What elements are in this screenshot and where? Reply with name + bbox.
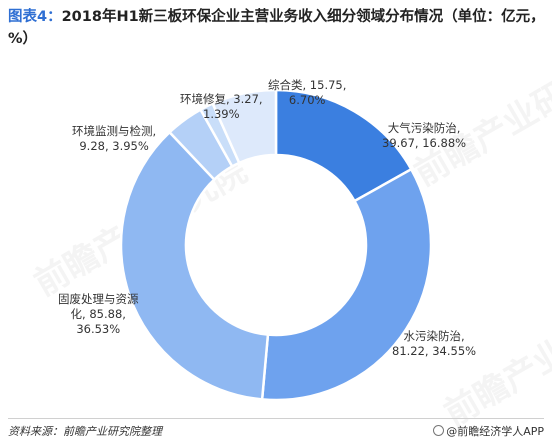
label-env-monitoring-line2: 9.28, 3.95% xyxy=(79,139,149,153)
footer-divider xyxy=(8,418,544,419)
chart-title-prefix: 图表4： xyxy=(8,9,62,25)
label-air-pollution: 大气污染防治, 39.67, 16.88% xyxy=(382,121,466,151)
label-comprehensive-line2: 6.70% xyxy=(288,93,326,107)
donut-chart xyxy=(119,88,433,402)
label-env-monitoring: 环境监测与检测, 9.28, 3.95% xyxy=(72,124,156,154)
label-water-pollution-line2: 81.22, 34.55% xyxy=(392,344,477,358)
slice-1 xyxy=(260,167,433,402)
label-env-monitoring-line1: 环境监测与检测, xyxy=(72,124,157,138)
donut-slices xyxy=(119,88,433,402)
source-note: 资料来源：前瞻产业研究院整理 xyxy=(8,425,162,438)
chart-title-text: 2018年H1新三板环保企业主营业务收入细分领域分布情况（单位：亿元，%） xyxy=(8,9,545,47)
credit: @前瞻经济学人APP xyxy=(433,423,544,439)
label-env-remediation: 环境修复, 3.27, 1.39% xyxy=(180,92,263,122)
credit-text: @前瞻经济学人APP xyxy=(446,425,544,438)
label-solid-waste-line3: 36.53% xyxy=(76,322,121,336)
label-air-pollution-line1: 大气污染防治, xyxy=(387,121,461,135)
label-comprehensive: 综合类, 15.75, 6.70% xyxy=(268,78,346,108)
label-env-remediation-line1: 环境修复, 3.27, xyxy=(180,92,263,106)
label-env-remediation-line2: 1.39% xyxy=(203,107,240,121)
label-water-pollution: 水污染防治, 81.22, 34.55% xyxy=(392,329,476,359)
label-air-pollution-line2: 39.67, 16.88% xyxy=(382,136,467,150)
slice-5 xyxy=(211,88,278,165)
label-comprehensive-line1: 综合类, 15.75, xyxy=(268,78,347,92)
label-solid-waste-line2: 化, 85.88, xyxy=(70,307,126,321)
slice-2 xyxy=(119,130,270,401)
chart-title: 图表4：2018年H1新三板环保企业主营业务收入细分领域分布情况（单位：亿元，%… xyxy=(8,6,548,50)
app-logo-icon xyxy=(433,425,445,436)
label-solid-waste: 固废处理与资源 化, 85.88, 36.53% xyxy=(58,292,139,337)
label-water-pollution-line1: 水污染防治, xyxy=(403,329,465,343)
label-solid-waste-line1: 固废处理与资源 xyxy=(58,292,139,306)
